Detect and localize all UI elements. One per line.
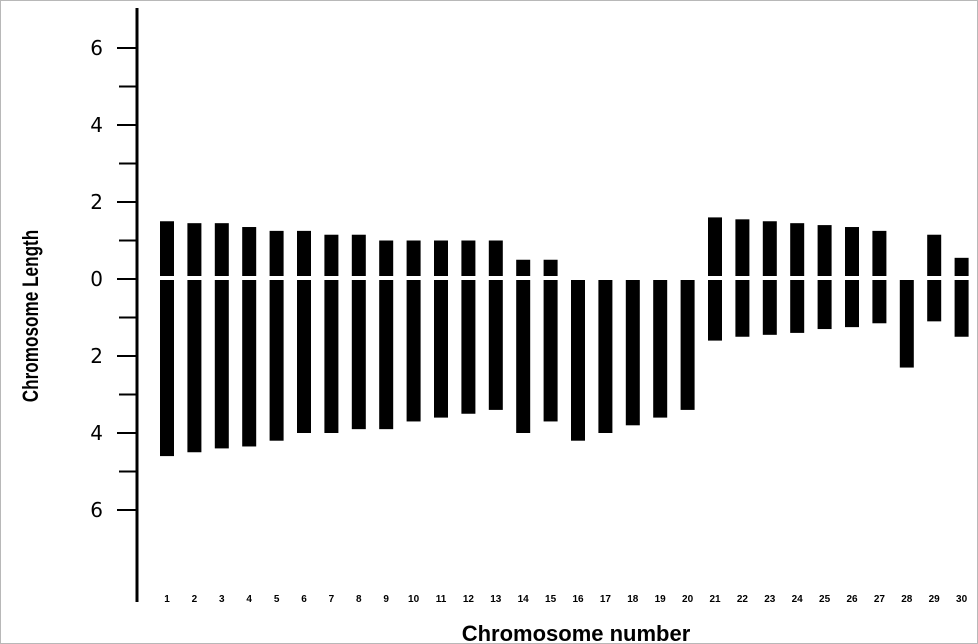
bar-long-arm <box>242 280 257 447</box>
bar-long-arm <box>461 280 476 414</box>
x-axis-label: Chromosome number <box>462 621 691 644</box>
bar-long-arm <box>351 280 366 430</box>
bar-short-arm <box>351 234 366 276</box>
x-tick-label: 18 <box>627 594 639 605</box>
bar-long-arm <box>324 280 339 433</box>
bar-long-arm <box>899 280 914 368</box>
x-tick-label: 8 <box>356 594 362 605</box>
bar-short-arm <box>242 227 257 276</box>
y-axis-ticks: 0 2 4 6 2 4 6 <box>90 36 137 522</box>
bar-short-arm <box>872 230 887 276</box>
x-tick-label: 5 <box>274 594 280 605</box>
bar-long-arm <box>488 280 503 410</box>
bar-long-arm <box>516 280 531 433</box>
x-tick-label: 17 <box>600 594 612 605</box>
x-tick-label: 4 <box>246 594 252 605</box>
bar-long-arm <box>872 280 887 324</box>
x-tick-label: 19 <box>655 594 667 605</box>
x-tick-label: 28 <box>901 594 913 605</box>
bar-long-arm <box>954 280 969 337</box>
x-tick-label: 20 <box>682 594 694 605</box>
x-tick-label: 7 <box>329 594 335 605</box>
bar-long-arm <box>379 280 394 430</box>
bar-short-arm <box>406 240 421 276</box>
x-tick-label: 25 <box>819 594 831 605</box>
bar-short-arm <box>379 240 394 276</box>
bar-short-arm <box>434 240 448 276</box>
bar-short-arm <box>461 240 476 276</box>
x-tick-label: 13 <box>490 594 502 605</box>
x-tick-label: 10 <box>408 594 420 605</box>
bar-short-arm <box>543 259 558 276</box>
x-tick-label: 21 <box>709 594 721 605</box>
y-tick-label-bottom: 4 <box>90 421 103 445</box>
x-tick-label: 9 <box>383 594 389 605</box>
bar-short-arm <box>845 227 859 276</box>
bar-short-arm <box>708 217 722 276</box>
x-tick-label: 27 <box>874 594 886 605</box>
bars <box>160 217 969 457</box>
bar-long-arm <box>845 280 859 328</box>
bar-long-arm <box>817 280 832 330</box>
bar-short-arm <box>187 223 202 276</box>
bar-short-arm <box>927 234 942 276</box>
bar-long-arm <box>762 280 777 335</box>
bar-short-arm <box>516 259 531 276</box>
bar-short-arm <box>762 221 777 276</box>
bar-short-arm <box>269 230 284 276</box>
y-tick-label-top: 4 <box>90 113 103 137</box>
x-tick-label: 2 <box>192 594 198 605</box>
x-tick-label: 26 <box>846 594 858 605</box>
bar-long-arm <box>708 280 722 341</box>
x-tick-label: 15 <box>545 594 557 605</box>
x-tick-label: 30 <box>956 594 968 605</box>
y-tick-label-top: 6 <box>90 36 103 60</box>
bar-short-arm <box>735 219 750 276</box>
bar-long-arm <box>543 280 558 422</box>
bar-short-arm <box>954 257 969 276</box>
x-tick-label: 3 <box>219 594 225 605</box>
bar-long-arm <box>790 280 805 333</box>
bar-long-arm <box>434 280 448 418</box>
bar-long-arm <box>187 280 202 453</box>
x-tick-label: 11 <box>436 594 447 605</box>
bar-long-arm <box>680 280 695 410</box>
bar-long-arm <box>598 280 613 433</box>
bar-long-arm <box>214 280 229 449</box>
y-tick-label-top: 2 <box>90 190 103 214</box>
x-tick-label: 29 <box>929 594 941 605</box>
x-tick-label: 24 <box>792 594 804 605</box>
bar-long-arm <box>625 280 640 426</box>
x-tick-label: 23 <box>764 594 776 605</box>
x-tick-label: 16 <box>572 594 584 605</box>
bar-long-arm <box>269 280 284 441</box>
y-tick-label-bottom: 6 <box>90 498 103 522</box>
x-tick-label: 1 <box>164 594 170 605</box>
bar-long-arm <box>735 280 750 337</box>
y-axis-label: Chromosome Length <box>19 230 44 402</box>
bar-long-arm <box>927 280 942 322</box>
x-tick-label: 14 <box>518 594 530 605</box>
bar-short-arm <box>817 225 832 276</box>
bar-long-arm <box>406 280 421 422</box>
y-tick-label-top: 0 <box>90 267 103 291</box>
bar-short-arm <box>488 240 503 276</box>
bar-short-arm <box>214 223 229 276</box>
y-tick-label-bottom: 2 <box>90 344 103 368</box>
bar-short-arm <box>297 230 311 276</box>
bar-short-arm <box>790 223 805 276</box>
x-axis-tick-labels: 1 2 3 4 5 6 7 8 9 10 11 12 13 14 15 16 17 18 19 20 21 22 23 24 2… <box>164 594 967 605</box>
bar-long-arm <box>160 280 174 457</box>
bar-short-arm <box>324 234 339 276</box>
x-tick-label: 6 <box>301 594 307 605</box>
bar-long-arm <box>297 280 311 433</box>
bar-long-arm <box>571 280 585 441</box>
x-tick-label: 22 <box>737 594 749 605</box>
bar-long-arm <box>653 280 668 418</box>
bar-short-arm <box>160 221 174 276</box>
x-tick-label: 12 <box>463 594 475 605</box>
